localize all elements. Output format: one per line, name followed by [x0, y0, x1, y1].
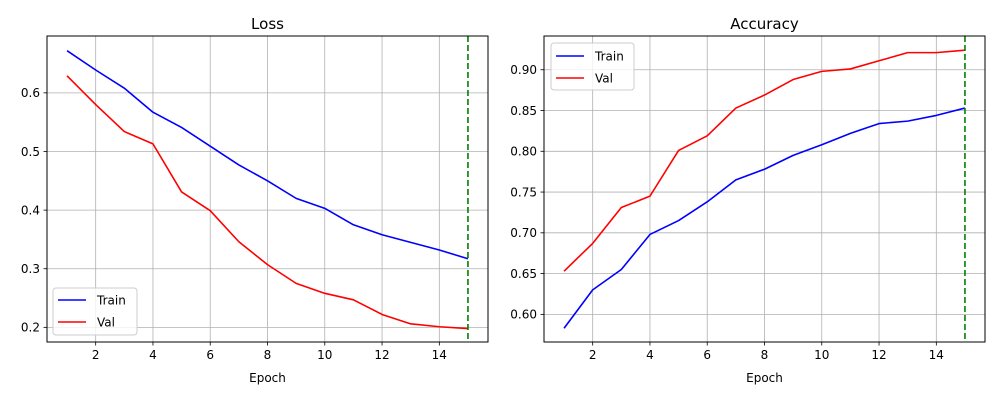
- loss-y-tick-label: 0.5: [21, 145, 40, 159]
- accuracy-train-line: [563, 107, 966, 329]
- accuracy-x-ticks: 2 4 6 8 10 12 14: [589, 342, 944, 362]
- loss-x-tick-label: 6: [206, 348, 214, 362]
- loss-train-line: [66, 49, 469, 260]
- accuracy-legend-val-label: Val: [595, 72, 613, 86]
- loss-y-tick-label: 0.4: [21, 203, 40, 217]
- loss-panel: 2 4 6 8 10 12 14 0.2 0.3 0.4 0.5 0.6 Loss Epoch Tr…: [21, 15, 489, 385]
- loss-y-tick-label: 0.3: [21, 262, 40, 276]
- accuracy-x-tick-label: 12: [871, 348, 886, 362]
- accuracy-x-tick-label: 2: [589, 348, 597, 362]
- accuracy-panel: 2 4 6 8 10 12 14 0.600.650.700.750.800.850.90 …: [510, 15, 986, 385]
- accuracy-legend: Train Val: [550, 42, 635, 91]
- accuracy-legend-train-label: Train: [594, 50, 624, 64]
- loss-legend-val-label: Val: [97, 316, 115, 330]
- loss-title: Loss: [251, 15, 284, 33]
- loss-grid: [47, 36, 488, 342]
- accuracy-y-ticks: 0.60 0.65 0.70 0.75 0.80 0.85 0.90: [510, 63, 544, 322]
- accuracy-x-tick-label: 4: [646, 348, 654, 362]
- loss-x-axis-label: Epoch: [249, 371, 286, 385]
- loss-legend: Train Val: [52, 287, 138, 336]
- loss-y-tick-label: 0.6: [21, 86, 40, 100]
- loss-x-tick-label: 10: [317, 348, 332, 362]
- accuracy-title: Accuracy: [730, 15, 799, 33]
- loss-x-tick-label: 12: [374, 348, 389, 362]
- accuracy-x-tick-label: 10: [814, 348, 829, 362]
- loss-legend-train-label: Train: [96, 294, 126, 308]
- loss-x-tick-label: 4: [149, 348, 157, 362]
- loss-x-tick-label: 14: [432, 348, 447, 362]
- loss-x-tick-label: 2: [92, 348, 100, 362]
- accuracy-y-tick-label: 0.85: [510, 104, 537, 118]
- accuracy-val-line: [563, 49, 966, 272]
- loss-y-ticks: 0.2 0.3 0.4 0.5 0.6: [21, 86, 47, 335]
- loss-val-line: [66, 75, 468, 330]
- accuracy-y-tick-label: 0.65: [510, 267, 537, 281]
- accuracy-y-tick-label: 0.60: [510, 308, 537, 322]
- loss-x-tick-label: 8: [264, 348, 272, 362]
- accuracy-x-tick-label: 6: [703, 348, 711, 362]
- accuracy-y-tick-label: 0.70: [510, 226, 537, 240]
- accuracy-x-tick-label: 14: [929, 348, 944, 362]
- loss-y-tick-label: 0.2: [21, 321, 40, 335]
- accuracy-y-tick-label: 0.90: [510, 63, 537, 77]
- accuracy-y-tick-label: 0.75: [510, 185, 537, 199]
- loss-series-layer: [66, 36, 469, 342]
- accuracy-series-layer: [563, 36, 966, 342]
- accuracy-x-tick-label: 8: [761, 348, 769, 362]
- loss-x-ticks: 2 4 6 8 10 12 14: [92, 342, 447, 362]
- accuracy-y-tick-label: 0.80: [510, 145, 537, 159]
- accuracy-x-axis-label: Epoch: [746, 371, 783, 385]
